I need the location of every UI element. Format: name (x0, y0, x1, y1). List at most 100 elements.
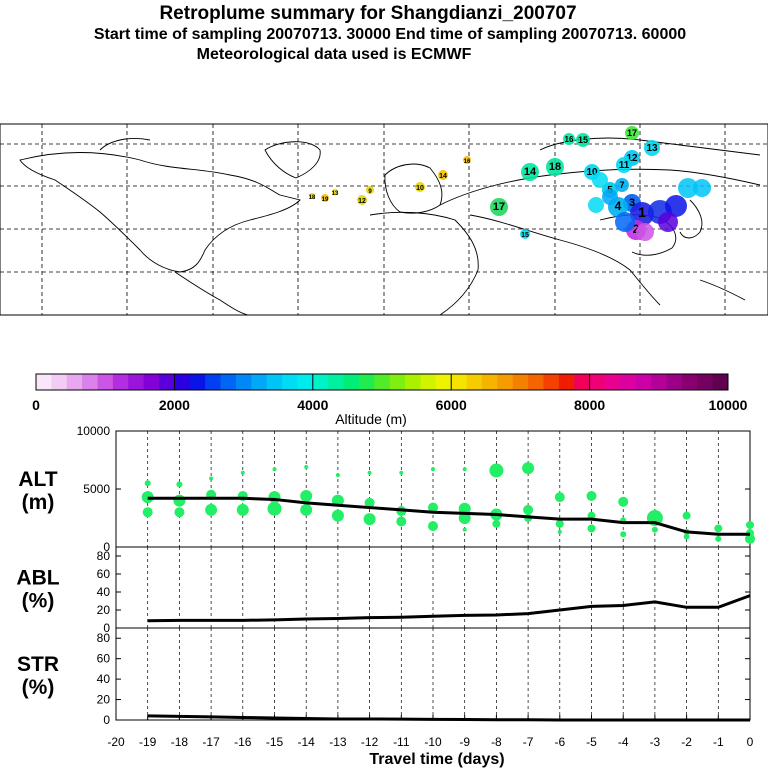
cluster-point (431, 467, 435, 472)
colorbar-cell (712, 374, 729, 390)
cluster-point (331, 509, 344, 522)
colorbar-cell (174, 374, 191, 390)
panel-alt: 0 5000 10000 ALT(m) (18, 424, 755, 554)
cluster-marker (625, 126, 639, 140)
mean-altitude-line (147, 496, 750, 536)
cluster-point (462, 467, 467, 472)
x-tick-label: -20 (107, 735, 125, 749)
colorbar-cell (435, 374, 452, 390)
cluster-blob (592, 172, 608, 188)
cluster-point (587, 524, 596, 533)
colorbar-cell (528, 374, 544, 390)
cluster-label: 12 (626, 153, 638, 164)
cluster-point (523, 504, 534, 515)
cluster-marker (615, 178, 629, 192)
x-tick-label: -3 (650, 735, 661, 749)
x-tick-label: -10 (424, 735, 442, 749)
cluster-point (746, 520, 754, 529)
cluster-point (173, 494, 186, 507)
x-tick-label: -5 (586, 735, 597, 749)
x-tick-label: -4 (618, 735, 629, 749)
x-tick-label: -16 (234, 735, 252, 749)
x-tick-label: -19 (139, 735, 157, 749)
cluster-marker (563, 133, 575, 145)
cluster-marker (332, 189, 338, 195)
y-tick-label: 60 (97, 652, 111, 666)
colorbar-cell (558, 374, 575, 390)
cluster-point (240, 470, 245, 475)
colorbar-cell (497, 374, 514, 390)
cluster-marker (521, 163, 539, 181)
cluster-marker (309, 193, 315, 199)
cluster-point (144, 480, 151, 487)
cluster-point (399, 470, 404, 475)
cluster-point (489, 463, 504, 478)
colorbar-label: Altitude (m) (335, 411, 407, 427)
cluster-marker (520, 229, 530, 239)
colorbar-cell (51, 374, 68, 390)
colorbar-cell (343, 374, 360, 390)
cluster-point (364, 497, 375, 508)
cluster-marker (321, 194, 329, 202)
colorbar-cell (481, 374, 498, 390)
y-tick-label: 20 (97, 693, 111, 707)
cluster-point (522, 462, 535, 475)
x-tick-label: -14 (298, 735, 316, 749)
cluster-label: 19 (322, 197, 329, 203)
cluster-label: 11 (619, 160, 630, 171)
cluster-label: 13 (646, 143, 658, 154)
colorbar-cell (697, 374, 714, 390)
cluster-marker (438, 170, 448, 180)
x-tick-label: -9 (459, 735, 470, 749)
cluster-point (300, 503, 313, 516)
panel-abl: 0 20 40 60 80 ABL(%) (16, 546, 751, 635)
cluster-point (367, 470, 372, 475)
time-series-panels: 0500010000ALT(m)020406080ABL(%)020406080… (16, 424, 755, 768)
cluster-point (142, 507, 153, 518)
colorbar-cell (681, 374, 698, 390)
cluster-point (428, 502, 438, 513)
colorbar-cell (128, 374, 145, 390)
colorbar-tick-label: 0 (32, 397, 40, 413)
x-axis-label: Travel time (days) (369, 751, 504, 768)
cluster-label: 1 (638, 204, 646, 220)
cluster-label: 18 (549, 161, 561, 173)
colorbar-cell (405, 374, 421, 390)
cluster-label: 17 (493, 201, 505, 213)
cluster-marker (616, 157, 632, 173)
cluster-point (458, 512, 471, 524)
colorbar-cell (666, 374, 683, 390)
x-tick-label: -7 (523, 735, 534, 749)
cluster-label: 4 (615, 199, 622, 213)
cluster-point (458, 502, 471, 515)
altitude-colorbar: 0 2000 4000 6000 8000 10000 Altitude (m) (32, 373, 748, 427)
cluster-point (363, 513, 376, 526)
cluster-point (304, 464, 309, 469)
series-line (147, 714, 750, 722)
cluster-label: 12 (358, 198, 366, 205)
colorbar-cell (374, 374, 391, 390)
cluster-blob (665, 195, 687, 217)
colorbar-cell (604, 374, 621, 390)
colorbar-tick-label: 2000 (159, 397, 190, 413)
cluster-blob (636, 223, 654, 241)
cluster-blob (693, 179, 711, 197)
colorbar-cell (358, 374, 375, 390)
colorbar-cell (97, 374, 114, 390)
cluster-point (267, 501, 282, 516)
cluster-label: 16 (565, 135, 574, 144)
x-tick-label: -2 (681, 735, 692, 749)
cluster-blob (602, 189, 618, 205)
colorbar-cell (420, 374, 437, 390)
cluster-point (618, 496, 629, 507)
x-tick-label: -18 (171, 735, 189, 749)
colorbar-cell (635, 374, 652, 390)
y-tick-label: 20 (97, 603, 111, 617)
colorbar-cell (36, 374, 52, 390)
y-tick-label: 5000 (83, 482, 110, 496)
map-panel: 1615171312141810115734121715161412101819… (0, 123, 768, 316)
y-tick-label: 80 (97, 631, 111, 645)
cluster-label: 14 (439, 173, 447, 180)
